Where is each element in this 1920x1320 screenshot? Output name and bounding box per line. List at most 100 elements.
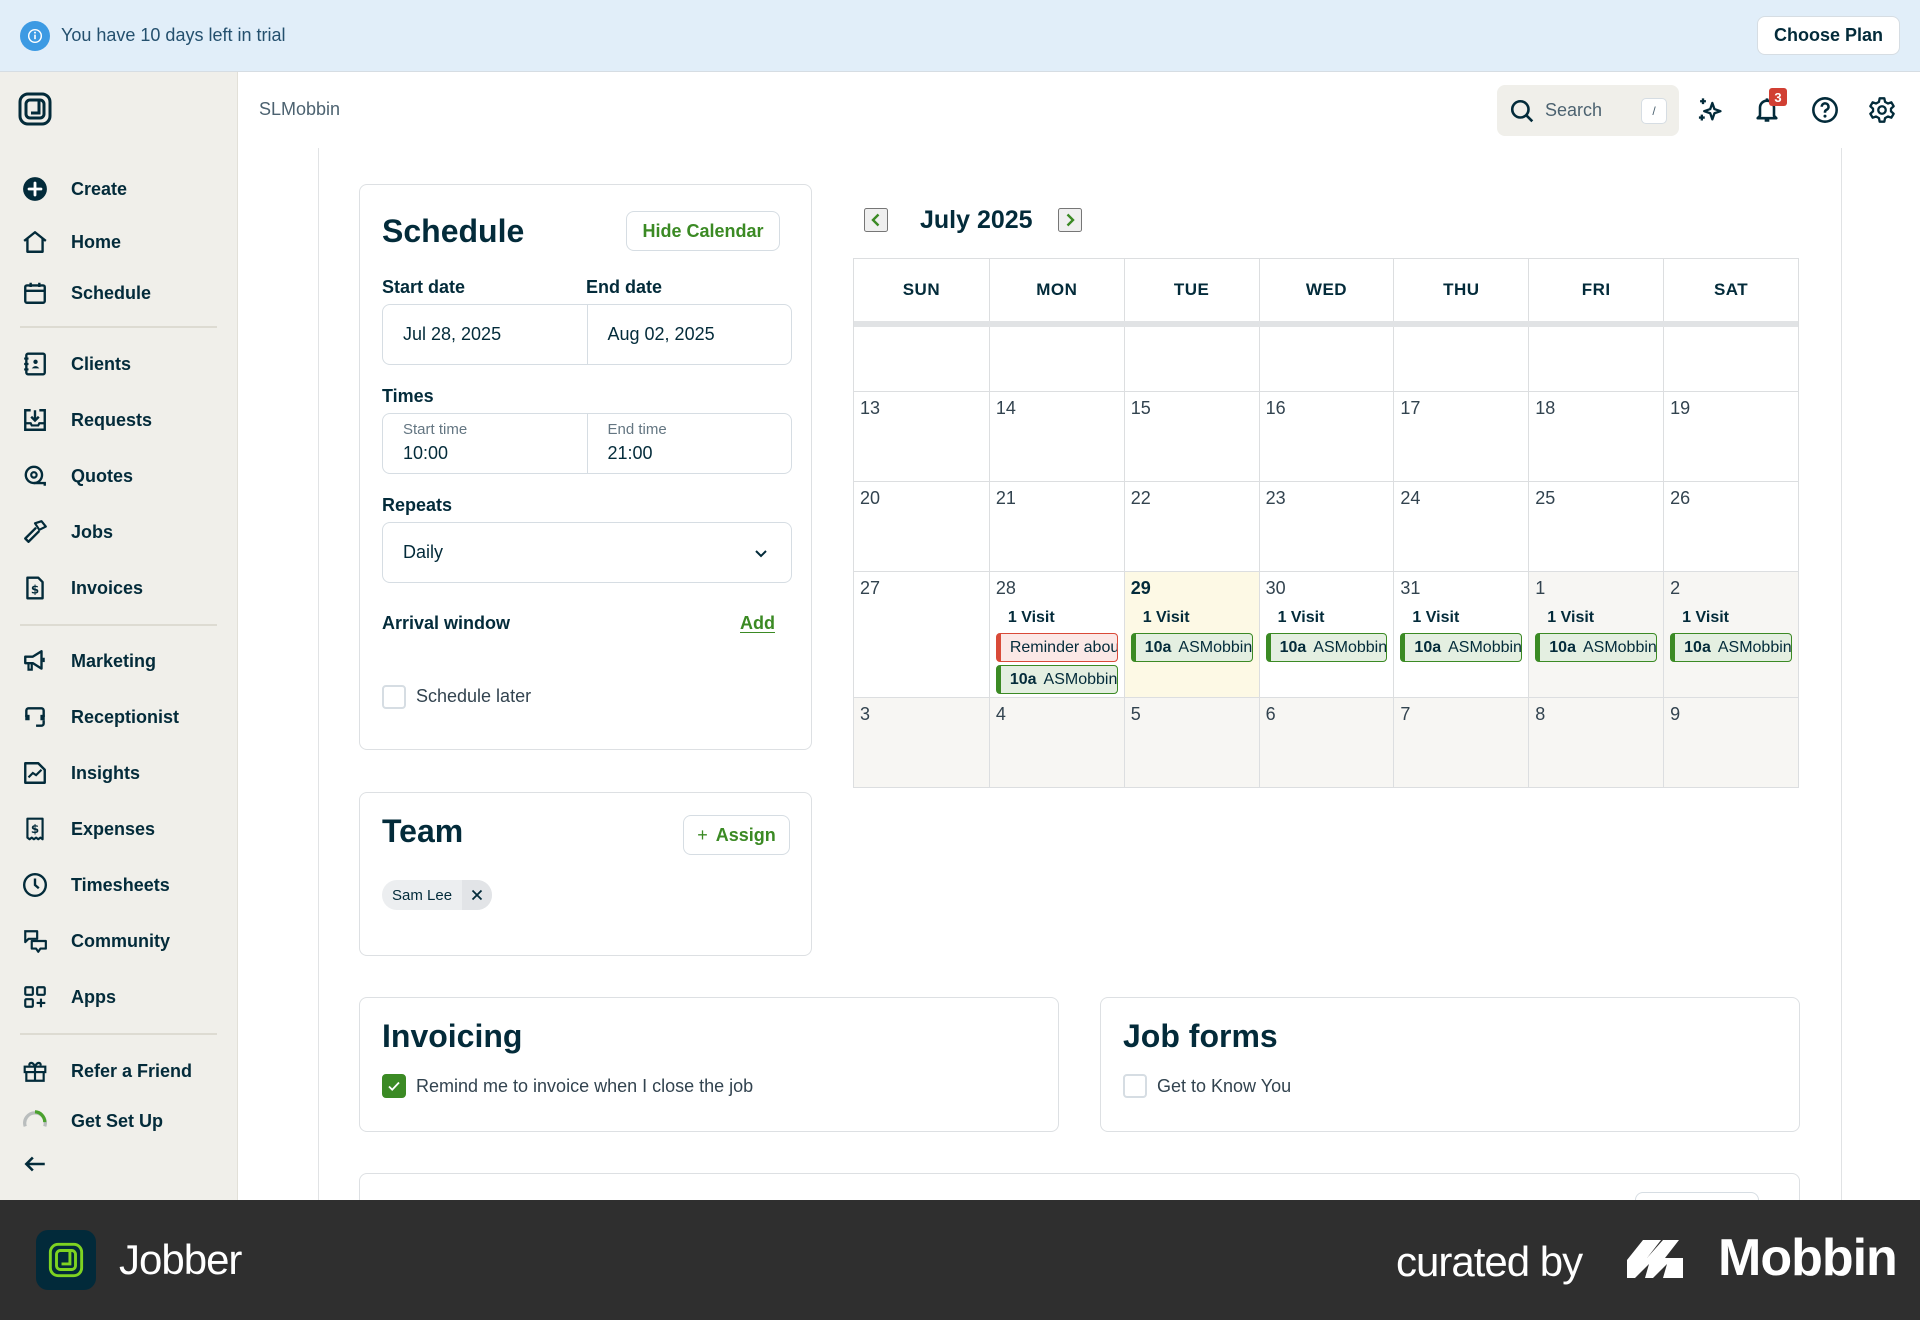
sidebar-divider [20,1033,217,1035]
get-to-know-you-checkbox[interactable] [1123,1074,1147,1098]
event-title: ASMobbin [1313,638,1388,656]
calendar-visit-event[interactable]: 10a ASMobbin [995,665,1118,694]
sidebar-item-marketing[interactable]: Marketing [20,641,220,681]
calendar-visit-event[interactable]: 10a ASMobbin [1535,633,1658,662]
visit-count: 1 Visit [1142,609,1190,626]
end-date-input[interactable]: Aug 02, 2025 [586,305,792,364]
start-time-input[interactable]: Start time 10:00 [403,421,468,463]
notifications-button[interactable]: 3 [1751,88,1787,126]
calendar-day-today[interactable]: 29 1 Visit 10a ASMobbin [1123,572,1259,697]
calendar-day[interactable]: 30 1 Visit 10a ASMobbin [1258,572,1394,697]
calendar-day[interactable]: 31 1 Visit 10a ASMobbin [1393,572,1528,697]
sidebar-item-create[interactable]: Create [20,169,220,209]
schedule-title: Schedule [382,213,525,249]
calendar-reminder-event[interactable]: Reminder about [995,633,1118,662]
sidebar-item-timesheets[interactable]: Timesheets [20,865,220,905]
sidebar-item-jobs[interactable]: Jobs [20,512,220,552]
measuring-tape-icon [20,461,50,491]
remind-invoice-checkbox[interactable] [382,1074,406,1098]
calendar-day[interactable]: 25 [1528,482,1663,571]
sidebar-item-apps[interactable]: Apps [20,977,220,1017]
previous-month-button[interactable] [864,208,888,232]
settings-button[interactable] [1866,94,1898,126]
calendar-day[interactable]: 5 [1123,698,1259,787]
calendar-day[interactable]: 26 [1663,482,1798,571]
help-button[interactable] [1809,94,1841,126]
calendar-day[interactable] [1123,327,1259,391]
sidebar-item-clients[interactable]: Clients [20,344,220,384]
calendar-visit-event[interactable]: 10a ASMobbin [1265,633,1388,662]
calendar-day[interactable] [1663,327,1798,391]
visit-count: 1 Visit [1007,609,1055,626]
day-number: 4 [995,704,1006,724]
add-arrival-window-link[interactable]: Add [740,613,775,633]
sidebar-item-requests[interactable]: Requests [20,400,220,440]
repeats-select[interactable]: Daily [382,522,792,583]
event-title: ASMobbin [1043,670,1118,688]
calendar-day[interactable]: 22 [1123,482,1259,571]
calendar-day[interactable] [854,327,989,391]
calendar-day[interactable]: 8 [1528,698,1664,787]
calendar-day[interactable] [1258,327,1394,391]
sidebar-item-insights[interactable]: Insights [20,753,220,793]
receipt-dollar-icon: $ [20,814,50,844]
calendar-day[interactable]: 4 [988,698,1124,787]
choose-plan-button[interactable]: Choose Plan [1756,16,1900,55]
calendar-day[interactable]: 13 [854,392,989,481]
calendar-day[interactable]: 23 [1258,482,1394,571]
calendar-day[interactable]: 28 1 Visit Reminder about 10a ASMobbin [988,572,1124,697]
calendar-day[interactable]: 14 [988,392,1124,481]
remove-member-button[interactable] [462,880,493,910]
end-time-input[interactable]: End time 21:00 [586,414,792,473]
calendar-day[interactable] [988,327,1124,391]
calendar-day[interactable]: 3 [854,698,989,787]
calendar-day[interactable]: 20 [854,482,989,571]
sidebar-item-receptionist[interactable]: Receptionist [20,697,220,737]
sidebar-item-community[interactable]: Community [20,921,220,961]
hide-calendar-button[interactable]: Hide Calendar [626,211,780,251]
sidebar-item-refer-a-friend[interactable]: Refer a Friend [20,1051,220,1091]
calendar-day[interactable]: 18 [1528,392,1663,481]
calendar-day[interactable]: 17 [1393,392,1528,481]
calendar-day[interactable]: 6 [1258,698,1394,787]
day-number: 20 [860,488,881,508]
weekday-sat: SAT [1663,259,1798,321]
start-date-input[interactable]: Jul 28, 2025 [403,324,502,344]
sidebar-item-schedule[interactable]: Schedule [20,273,220,313]
calendar-visit-event[interactable]: 10a ASMobbin [1130,633,1253,662]
team-title: Team [382,813,464,849]
calendar-day[interactable]: 21 [988,482,1124,571]
schedule-later-checkbox[interactable] [382,685,406,709]
calendar-day[interactable]: 27 [854,572,989,697]
sidebar-item-quotes[interactable]: Quotes [20,456,220,496]
calendar-day[interactable]: 16 [1258,392,1394,481]
invoice-dollar-icon: $ [20,573,50,603]
calendar-day[interactable]: 9 [1663,698,1798,787]
day-number: 27 [860,578,881,598]
calendar-day[interactable]: 15 [1123,392,1259,481]
event-title: ASMobbin [1582,638,1657,656]
calendar-day[interactable]: 7 [1393,698,1529,787]
calendar-day[interactable]: 19 [1663,392,1798,481]
calendar-visit-event[interactable]: 10a ASMobbin [1670,633,1792,662]
account-name[interactable]: SLMobbin [259,99,341,119]
collapse-sidebar-button[interactable] [20,1144,220,1184]
calendar-visit-event[interactable]: 10a ASMobbin [1400,633,1523,662]
calendar-day[interactable] [1393,327,1528,391]
sidebar-item-get-set-up[interactable]: Get Set Up [20,1101,220,1141]
svg-text:$: $ [31,582,39,596]
search-input[interactable]: Search / [1497,85,1679,136]
jobber-logo[interactable] [18,92,52,126]
day-number: 21 [995,488,1016,508]
sidebar-item-home[interactable]: Home [20,222,220,262]
calendar-day[interactable] [1528,327,1663,391]
next-month-button[interactable] [1058,208,1082,232]
ai-sparkle-button[interactable] [1694,94,1726,126]
assign-button[interactable]: + Assign [683,815,790,855]
calendar-day[interactable]: 24 [1393,482,1528,571]
sidebar-item-expenses[interactable]: $ Expenses [20,809,220,849]
sidebar-item-invoices[interactable]: $ Invoices [20,568,220,608]
calendar-weekday-header: SUN MON TUE WED THU FRI SAT [854,259,1798,327]
